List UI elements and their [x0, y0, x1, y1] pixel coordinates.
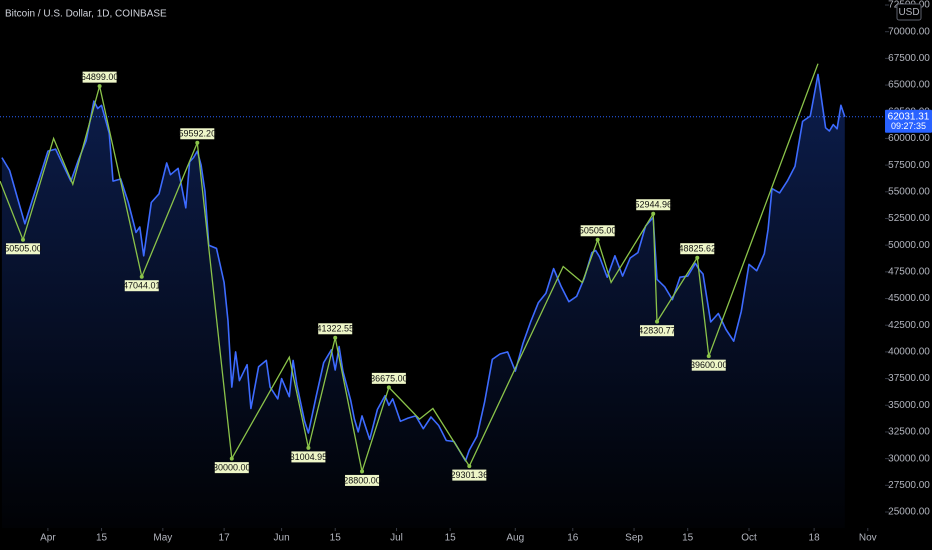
pivot-label-box	[680, 243, 715, 255]
y-tick-label: 30000.00	[888, 453, 930, 464]
pivot-label: 52944.96	[634, 200, 672, 210]
axes: 25000.00 27500.00 30000.00 32500.00 35000.00…	[40, 0, 932, 544]
pivot-label: 48825.62	[678, 244, 716, 254]
pivot	[97, 84, 102, 89]
pivot-label-box	[691, 359, 726, 371]
pivot-label: 47044.01	[123, 281, 161, 291]
pivot-label-box	[124, 280, 159, 292]
pivot	[706, 354, 711, 359]
y-tick-label: 37500.00	[888, 373, 930, 384]
y-tick-label: 27500.00	[888, 480, 930, 491]
pivot	[651, 211, 656, 216]
price-area	[1, 74, 845, 528]
pivot-label-box	[345, 474, 380, 486]
y-tick-label: 60000.00	[888, 133, 930, 144]
pivot-label-box	[82, 71, 117, 83]
pivot	[333, 335, 338, 340]
y-tick-label: 52500.00	[888, 213, 930, 224]
y-tick-label: 42500.00	[888, 320, 930, 331]
last-price-label: 62031.31	[888, 111, 930, 122]
pivot-label: 50505.00	[4, 244, 42, 254]
x-tick-label: Nov	[859, 533, 877, 544]
x-tick-label: 15	[96, 533, 108, 544]
pivot-label-box	[636, 199, 671, 211]
countdown: 09:27:35	[891, 121, 926, 131]
x-tick-label: May	[153, 533, 172, 544]
pivot	[655, 319, 660, 324]
pivot	[467, 464, 472, 469]
x-tick-label: 17	[219, 533, 231, 544]
pivot-label-box	[214, 462, 249, 474]
x-tick-label: 15	[682, 533, 694, 544]
x-tick-label: 16	[567, 533, 579, 544]
currency: USD	[898, 7, 919, 18]
pivot	[595, 237, 600, 242]
y-tick-label: 57500.00	[888, 160, 930, 171]
pivot	[20, 237, 25, 242]
pivot-label-box	[180, 128, 215, 140]
x-tick-label: 15	[445, 533, 457, 544]
pivot-label: 31004.95	[290, 452, 328, 462]
pivot-label-box	[371, 372, 406, 384]
x-tick-label: Apr	[40, 533, 56, 544]
pivot	[229, 456, 234, 461]
pivot-label-box	[291, 451, 326, 463]
y-tick-label: 55000.00	[888, 186, 930, 197]
pivot-label-box	[318, 323, 353, 335]
x-tick-label: Jun	[274, 533, 290, 544]
pivot-label-box	[5, 243, 40, 255]
pivot-label-box	[640, 325, 675, 337]
y-tick-label: 45000.00	[888, 293, 930, 304]
y-tick-label: 40000.00	[888, 347, 930, 358]
pivot	[695, 255, 700, 260]
pivot-label: 64899.00	[81, 72, 119, 82]
pivot-label: 28800.00	[343, 475, 381, 485]
pivot-label: 59592.20	[179, 129, 217, 139]
currency-box[interactable]	[896, 3, 922, 21]
x-tick-label: Aug	[506, 533, 524, 544]
pivot-label: 39600.00	[690, 360, 728, 370]
pivot-label: 50505.00	[579, 226, 617, 236]
chart-title: Bitcoin / U.S. Dollar, 1D, COINBASE	[5, 9, 167, 20]
plot-area: 50505.00 64899.00 47044.01 59592.20 30000.00…	[0, 63, 885, 528]
pivot	[386, 385, 391, 390]
y-tick-label: 70000.00	[888, 26, 930, 37]
x-tick-label: 18	[809, 533, 821, 544]
pivot	[360, 469, 365, 474]
pivot	[195, 140, 200, 145]
pivot-label-box	[452, 469, 487, 481]
pivot	[139, 274, 144, 279]
y-tick-label: 65000.00	[888, 80, 930, 91]
y-tick-label: 35000.00	[888, 400, 930, 411]
x-tick-label: Oct	[741, 533, 757, 544]
pivot-label: 30000.00	[213, 462, 251, 472]
price-line	[1, 73, 846, 462]
y-tick-label: 47500.00	[888, 266, 930, 277]
x-tick-label: Jul	[390, 533, 403, 544]
x-tick-label: Sep	[625, 533, 643, 544]
pivot	[306, 445, 311, 450]
y-tick-label: 50000.00	[888, 240, 930, 251]
x-tick-label: 15	[330, 533, 342, 544]
y-tick-label: 32500.00	[888, 427, 930, 438]
y-tick-label: 25000.00	[888, 507, 930, 518]
last-price-box	[885, 109, 932, 133]
pivot-label: 41322.55	[316, 324, 354, 334]
y-tick-label: 67500.00	[888, 53, 930, 64]
pivot-label-box	[580, 225, 615, 237]
pivot-label: 42830.77	[638, 326, 676, 336]
pivot-label: 36675.00	[370, 373, 408, 383]
pivot-label: 29301.36	[451, 470, 489, 480]
